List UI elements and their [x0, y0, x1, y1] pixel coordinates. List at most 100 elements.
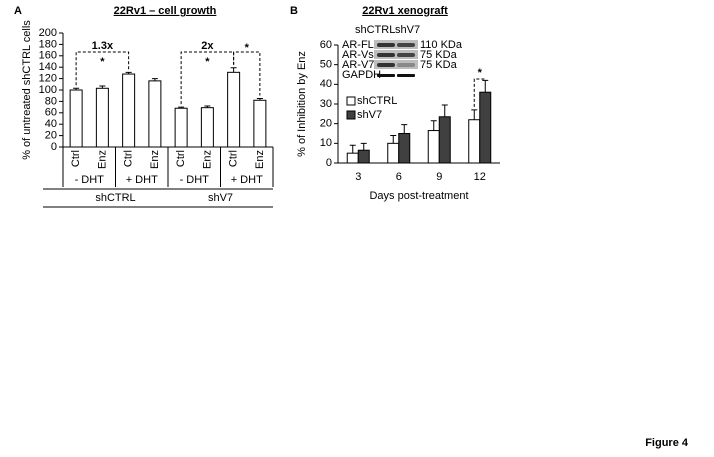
error-bar	[99, 85, 106, 89]
x-tick-label: Ctrl	[175, 150, 187, 167]
y-tick-label: 30	[320, 98, 332, 110]
chart-title: 22Rv1 – cell growth	[114, 5, 217, 17]
group-label: - DHT	[75, 174, 105, 186]
blot-strip	[374, 40, 418, 49]
band-size: 75 KDa	[420, 59, 458, 71]
bar	[122, 73, 136, 148]
x-axis-title: Days post-treatment	[369, 190, 468, 202]
lane-label: shCTRL	[355, 24, 395, 36]
lane-label: shV7	[395, 24, 420, 36]
significance: *	[205, 56, 210, 68]
figure-label: Figure 4	[645, 437, 689, 449]
blot-band	[377, 74, 395, 77]
band-size: 75 KDa	[420, 49, 458, 61]
error-bar	[349, 144, 356, 154]
y-tick-label: 180	[39, 38, 57, 50]
y-tick-label: 40	[45, 118, 57, 130]
bracket	[233, 51, 261, 96]
x-tick-label: 12	[474, 171, 486, 183]
y-tick-label: 50	[320, 59, 332, 71]
bar	[427, 130, 440, 164]
blot-band	[377, 63, 395, 67]
error-bar	[151, 78, 158, 81]
x-tick-label: Enz	[254, 150, 266, 169]
legend-label: shCTRL	[357, 95, 397, 107]
x-tick-label: 3	[355, 171, 361, 183]
y-tick-label: 60	[45, 107, 57, 119]
bar	[69, 89, 83, 148]
x-tick-label: 9	[436, 171, 442, 183]
bar	[398, 133, 411, 164]
y-tick-label: 140	[39, 61, 57, 73]
y-tick-label: 20	[45, 130, 57, 142]
legend-swatch	[346, 110, 356, 120]
fold-label: 2x	[201, 40, 214, 52]
group-label: + DHT	[231, 174, 263, 186]
legend-label: shV7	[357, 109, 382, 121]
band-name: AR-FL	[342, 39, 374, 51]
panel-label: B	[290, 5, 298, 17]
band-size: 110 KDa	[420, 39, 463, 51]
bar	[357, 149, 370, 164]
x-tick-label: Enz	[96, 150, 108, 169]
error-bar	[390, 134, 397, 144]
bar	[438, 116, 451, 164]
significance: *	[478, 67, 483, 79]
bar	[200, 107, 214, 148]
error-bar	[430, 120, 437, 131]
y-axis-title: % of untreated shCTRL cells	[21, 20, 33, 160]
group-label: + DHT	[126, 174, 158, 186]
y-tick-label: 160	[39, 50, 57, 62]
error-bar	[401, 124, 408, 134]
error-bar	[178, 106, 185, 109]
blot-band	[377, 53, 395, 57]
x-tick-label: Ctrl	[70, 150, 82, 167]
y-tick-label: 0	[326, 157, 332, 169]
blot-band	[397, 63, 415, 67]
y-tick-label: 40	[320, 78, 332, 90]
error-bar	[125, 71, 132, 75]
bar	[148, 80, 162, 148]
x-tick-label: 6	[396, 171, 402, 183]
supergroup-label: shV7	[208, 192, 233, 204]
band-name: AR-Vs	[342, 49, 374, 61]
bar	[227, 71, 241, 148]
y-tick-label: 0	[51, 141, 57, 153]
bar	[95, 87, 109, 148]
significance: *	[100, 56, 105, 68]
fold-label: 1.3x	[92, 40, 114, 52]
blot-band	[397, 53, 415, 57]
bar	[468, 119, 481, 164]
error-bar	[441, 104, 448, 117]
y-tick-label: 120	[39, 73, 57, 85]
error-bar	[73, 87, 80, 90]
error-bar	[230, 67, 237, 73]
panel-label: A	[14, 5, 22, 17]
x-tick-label: Enz	[149, 150, 161, 169]
blot-strip	[374, 60, 418, 69]
error-bar	[360, 142, 367, 151]
legend-swatch	[346, 96, 356, 106]
bar	[387, 142, 400, 164]
chart-title: 22Rv1 xenograft	[362, 5, 448, 17]
bracket	[75, 51, 130, 86]
bar	[479, 91, 492, 164]
band-name: GAPDH	[342, 69, 381, 81]
error-bar	[471, 109, 478, 120]
blot-strip	[374, 50, 418, 59]
significance: *	[245, 42, 250, 54]
y-tick-label: 80	[45, 95, 57, 107]
y-tick-label: 10	[320, 137, 332, 149]
blot-band	[377, 43, 395, 47]
x-tick-label: Ctrl	[228, 150, 240, 167]
y-axis-title: % of Inhibition by Enz	[296, 51, 308, 157]
error-bar	[256, 98, 263, 101]
y-tick-label: 200	[39, 27, 57, 39]
group-label: - DHT	[180, 174, 210, 186]
x-tick-label: Enz	[201, 150, 213, 169]
y-tick-label: 100	[39, 84, 57, 96]
supergroup-label: shCTRL	[95, 192, 135, 204]
y-tick-label: 20	[320, 118, 332, 130]
